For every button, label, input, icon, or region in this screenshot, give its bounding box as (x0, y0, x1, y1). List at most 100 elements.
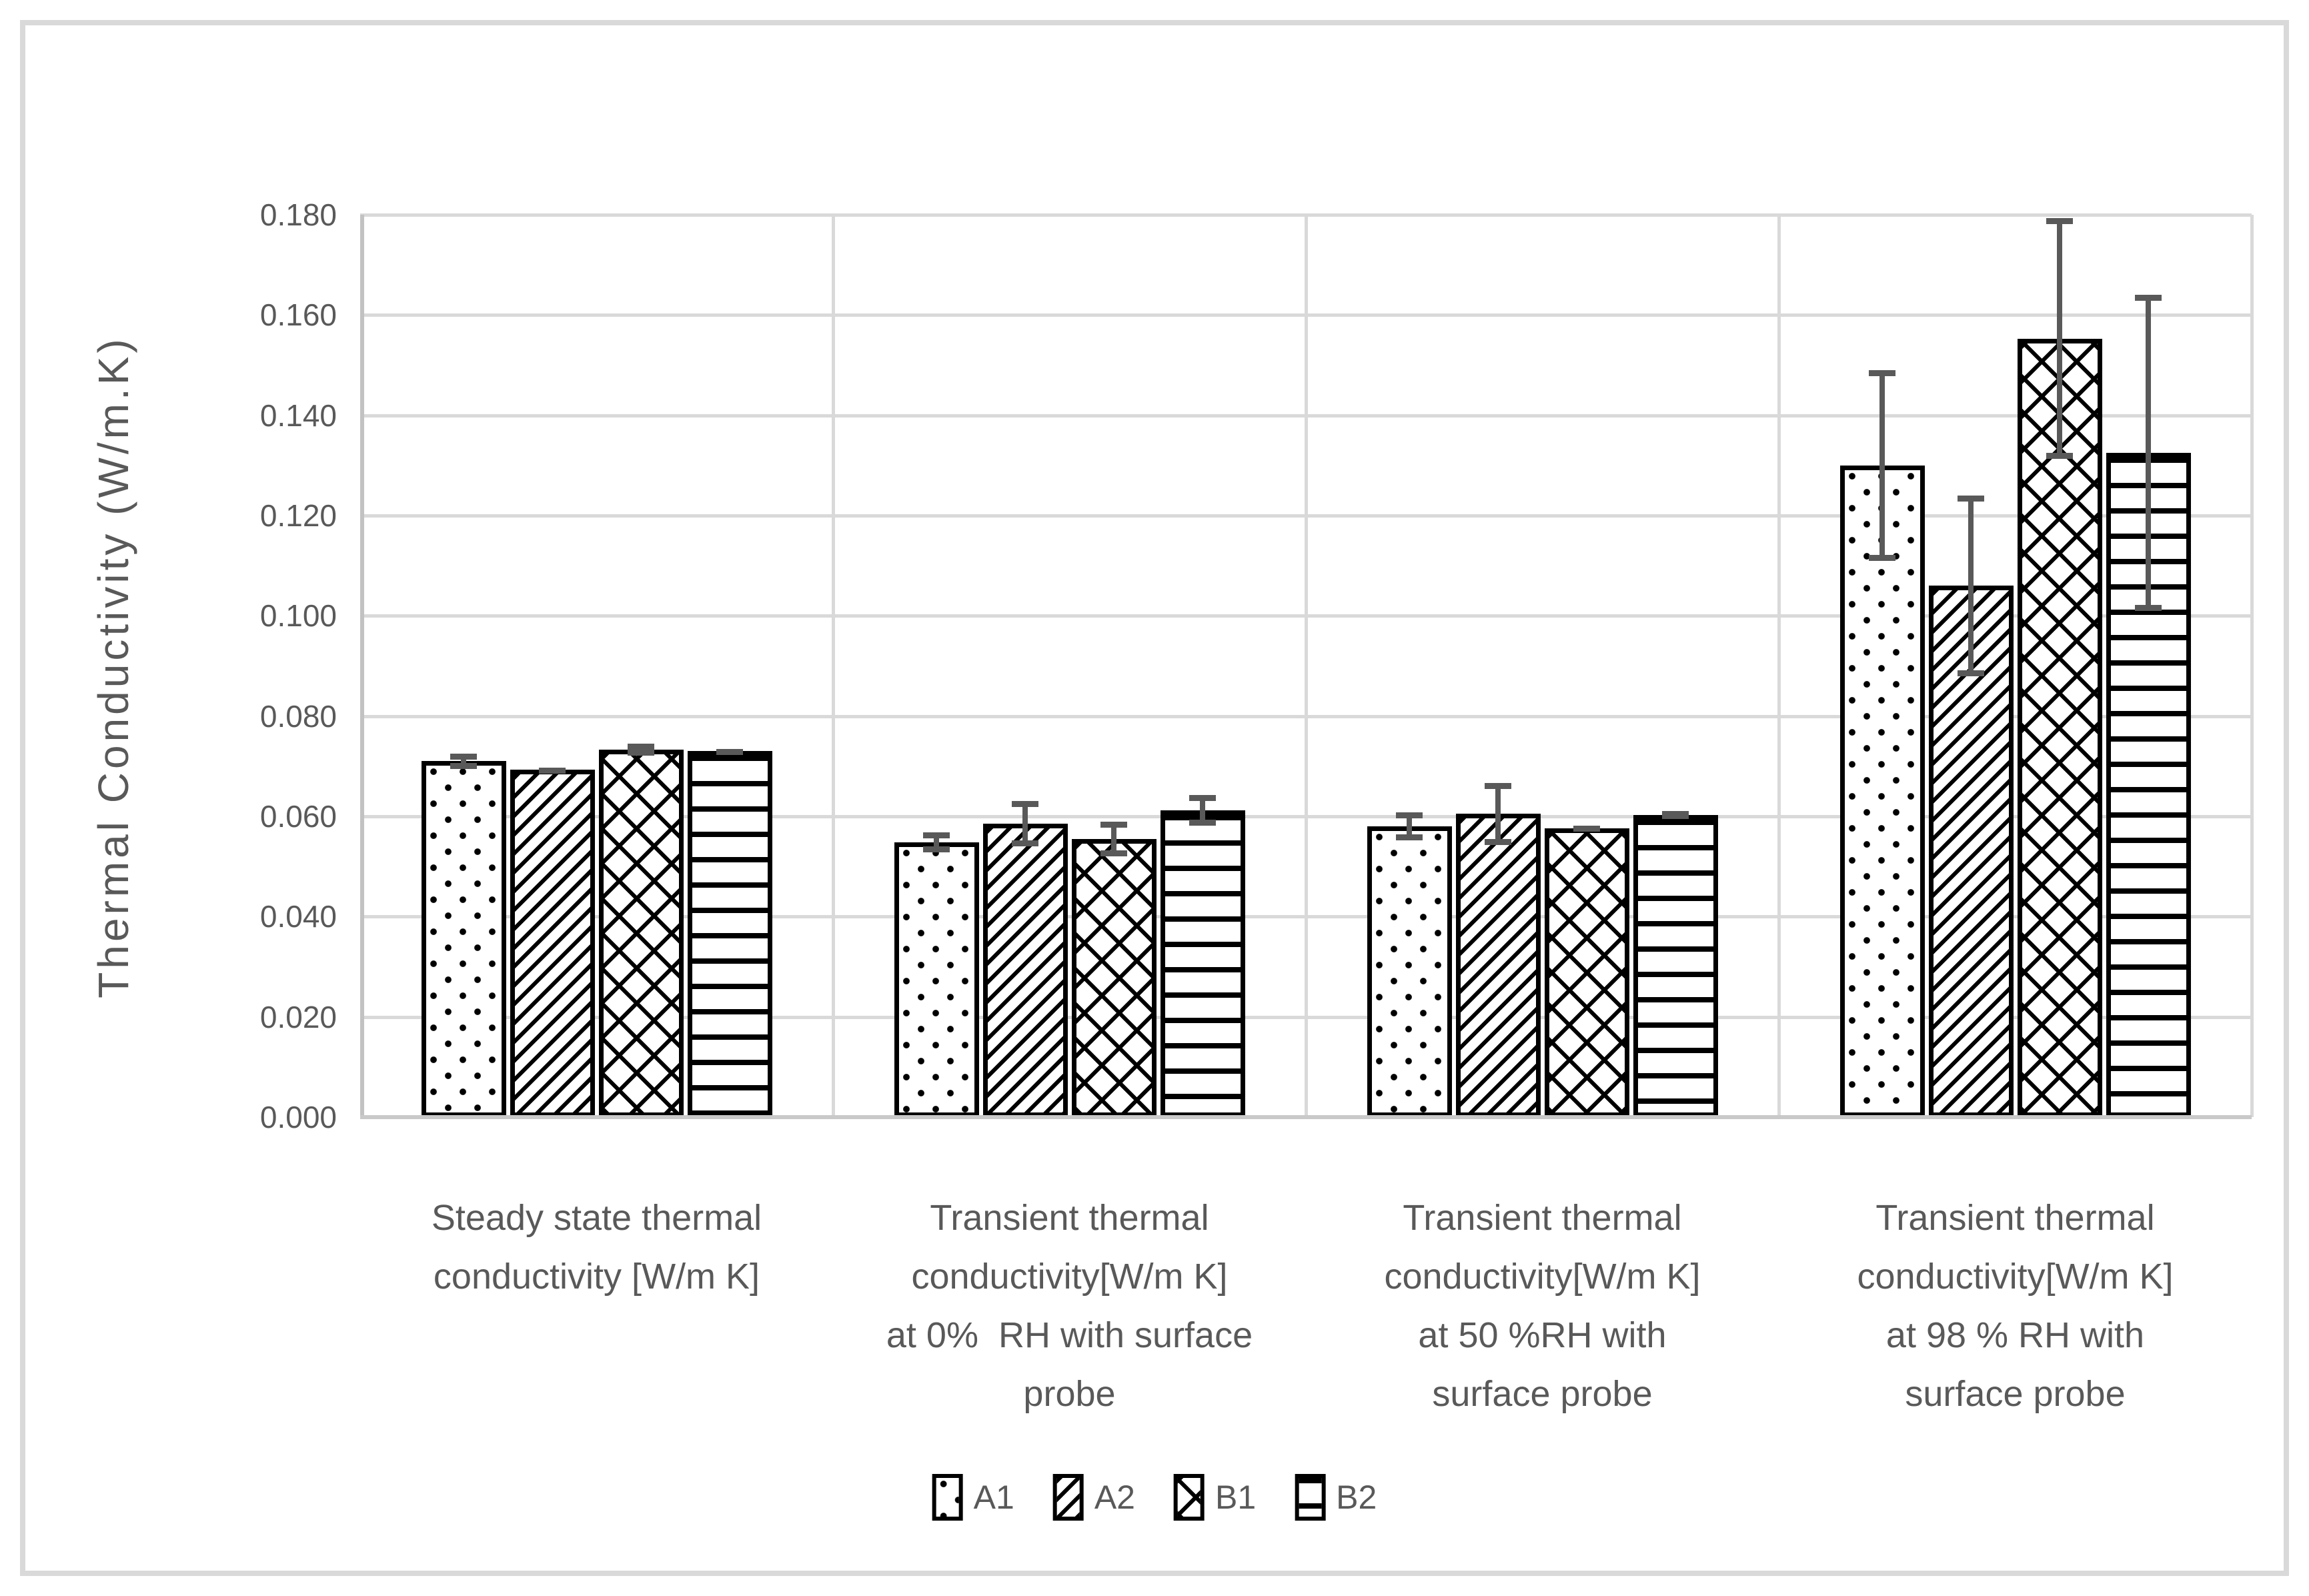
error-bar-cap-bottom (1189, 819, 1216, 826)
legend-item-B1: B1 (1174, 1474, 1256, 1521)
error-bar-cap-top (1869, 370, 1895, 377)
error-bar-cap-top (923, 832, 950, 839)
bar-B2-group1 (687, 751, 772, 1117)
y-tick-label-0.120: 0.120 (259, 498, 337, 533)
y-tick-label-0.000: 0.000 (259, 1100, 337, 1134)
category-label-line: surface probe (1432, 1374, 1653, 1414)
error-bar-cap-top (1958, 495, 1984, 502)
v-separator-3 (1777, 215, 1781, 1117)
error-bar-cap-bottom (1100, 850, 1127, 857)
error-bar-stem (2146, 295, 2151, 611)
error-bar-cap-top (450, 754, 477, 760)
error-bar-cap-bottom (1662, 813, 1689, 820)
category-label-line: probe (1023, 1374, 1116, 1414)
bar-A1-group2 (894, 842, 979, 1117)
bar-A2-group1 (510, 770, 595, 1117)
category-label-line: conductivity[W/m K] (1384, 1257, 1701, 1297)
v-separator-2 (1305, 215, 1308, 1117)
error-bar-B2-group4 (2135, 295, 2162, 611)
category-label-line: conductivity [W/m K] (433, 1257, 760, 1297)
error-bar-cap-top (628, 744, 654, 750)
error-bar-cap-bottom (2135, 604, 2162, 611)
category-label-line: conductivity[W/m K] (911, 1257, 1228, 1297)
bar-A1-group3 (1367, 826, 1452, 1117)
error-bar-A1-group1 (450, 754, 477, 769)
legend: A1 A2 B1 B2 (932, 1474, 1377, 1521)
legend-label-B2: B2 (1336, 1479, 1377, 1516)
category-label-line: at 50 %RH with (1418, 1315, 1667, 1355)
figure-border (20, 20, 2289, 1576)
bar-B2-group3 (1633, 815, 1718, 1117)
y-tick-label-0.140: 0.140 (259, 397, 337, 433)
error-bar-stem (2057, 218, 2062, 460)
legend-label-A1: A1 (973, 1479, 1014, 1516)
bar-B1-group2 (1071, 838, 1157, 1117)
error-bar-stem (461, 754, 466, 769)
category-label-line: Transient thermal (930, 1198, 1209, 1238)
category-label-line: Steady state thermal (431, 1198, 762, 1238)
error-bar-cap-bottom (1573, 825, 1600, 832)
error-bar-cap-bottom (716, 749, 743, 756)
y-tick-label-0.080: 0.080 (259, 698, 337, 734)
error-bar-cap-top (2046, 218, 2073, 225)
category-label-line: surface probe (1905, 1374, 2126, 1414)
error-bar-B2-group2 (1189, 795, 1216, 826)
error-bar-cap-top (1189, 795, 1216, 802)
legend-label-A2: A2 (1094, 1479, 1135, 1516)
error-bar-stem (638, 744, 644, 756)
error-bar-stem (1111, 821, 1116, 857)
error-bar-cap-bottom (450, 762, 477, 769)
error-bar-cap-bottom (2046, 453, 2073, 460)
error-bar-A2-group2 (1012, 801, 1038, 847)
category-label-2: Transient thermal conductivity[W/m K] at 0… (886, 1188, 1253, 1423)
error-bar-cap-bottom (1869, 554, 1895, 561)
category-label-line: Transient thermal (1875, 1198, 2155, 1238)
error-bar-cap-bottom (539, 768, 566, 774)
legend-swatch-dots-icon (932, 1474, 963, 1521)
legend-item-A1: A1 (932, 1474, 1014, 1521)
bar-B1-group1 (598, 750, 684, 1117)
error-bar-stem (934, 832, 939, 853)
error-bar-A2-group4 (1958, 495, 1984, 676)
error-bar-cap-top (2135, 295, 2162, 301)
error-bar-cap-bottom (1958, 670, 1984, 676)
error-bar-A1-group4 (1869, 370, 1895, 561)
y-axis-line (360, 215, 364, 1117)
bar-A2-group3 (1455, 814, 1541, 1117)
legend-item-B2: B2 (1295, 1474, 1377, 1521)
error-bar-cap-top (1100, 821, 1127, 828)
bar-B1-group4 (2017, 338, 2102, 1117)
bar-B1-group3 (1544, 828, 1629, 1117)
y-tick-label-0.100: 0.100 (259, 598, 337, 634)
legend-swatch-diagonal-up-icon (1052, 1474, 1084, 1521)
y-tick-label-0.020: 0.020 (259, 999, 337, 1034)
category-label-line: at 0% RH with surface (886, 1315, 1253, 1355)
v-separator-4 (2250, 215, 2254, 1117)
legend-swatch-diamond-crosshatch-icon (1174, 1474, 1205, 1521)
error-bar-B2-group1 (716, 749, 743, 756)
bar-A2-group2 (982, 824, 1068, 1117)
bar-A1-group4 (1839, 465, 1925, 1117)
error-bar-B1-group4 (2046, 218, 2073, 460)
error-bar-B1-group2 (1100, 821, 1127, 857)
error-bar-A2-group3 (1485, 782, 1511, 845)
y-tick-label-0.180: 0.180 (259, 197, 337, 232)
error-bar-cap-top (1012, 801, 1038, 808)
error-bar-B1-group3 (1573, 825, 1600, 832)
error-bar-cap-bottom (1485, 838, 1511, 845)
plot-area (360, 213, 2254, 1119)
error-bar-A1-group2 (923, 832, 950, 853)
error-bar-cap-bottom (628, 750, 654, 756)
bar-A1-group1 (421, 761, 506, 1117)
y-tick-label-0.160: 0.160 (259, 297, 337, 333)
error-bar-stem (1968, 495, 1974, 676)
error-bar-A2-group1 (539, 768, 566, 774)
bar-B2-group2 (1160, 810, 1245, 1117)
x-axis-line (360, 1115, 2252, 1119)
category-label-line: Transient thermal (1403, 1198, 1682, 1238)
category-label-4: Transient thermal conductivity[W/m K] at 9… (1857, 1188, 2173, 1423)
y-tick-label-0.060: 0.060 (259, 799, 337, 834)
error-bar-cap-top (1396, 812, 1423, 818)
legend-item-A2: A2 (1052, 1474, 1135, 1521)
